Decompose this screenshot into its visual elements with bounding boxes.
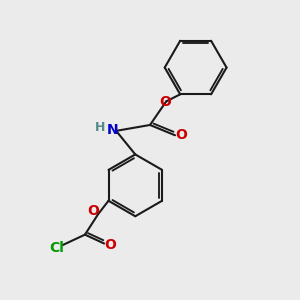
Text: O: O bbox=[159, 95, 171, 109]
Text: H: H bbox=[95, 121, 105, 134]
Text: N: N bbox=[107, 123, 118, 137]
Text: O: O bbox=[176, 128, 188, 142]
Text: O: O bbox=[87, 204, 99, 218]
Text: Cl: Cl bbox=[49, 241, 64, 255]
Text: O: O bbox=[105, 238, 116, 252]
